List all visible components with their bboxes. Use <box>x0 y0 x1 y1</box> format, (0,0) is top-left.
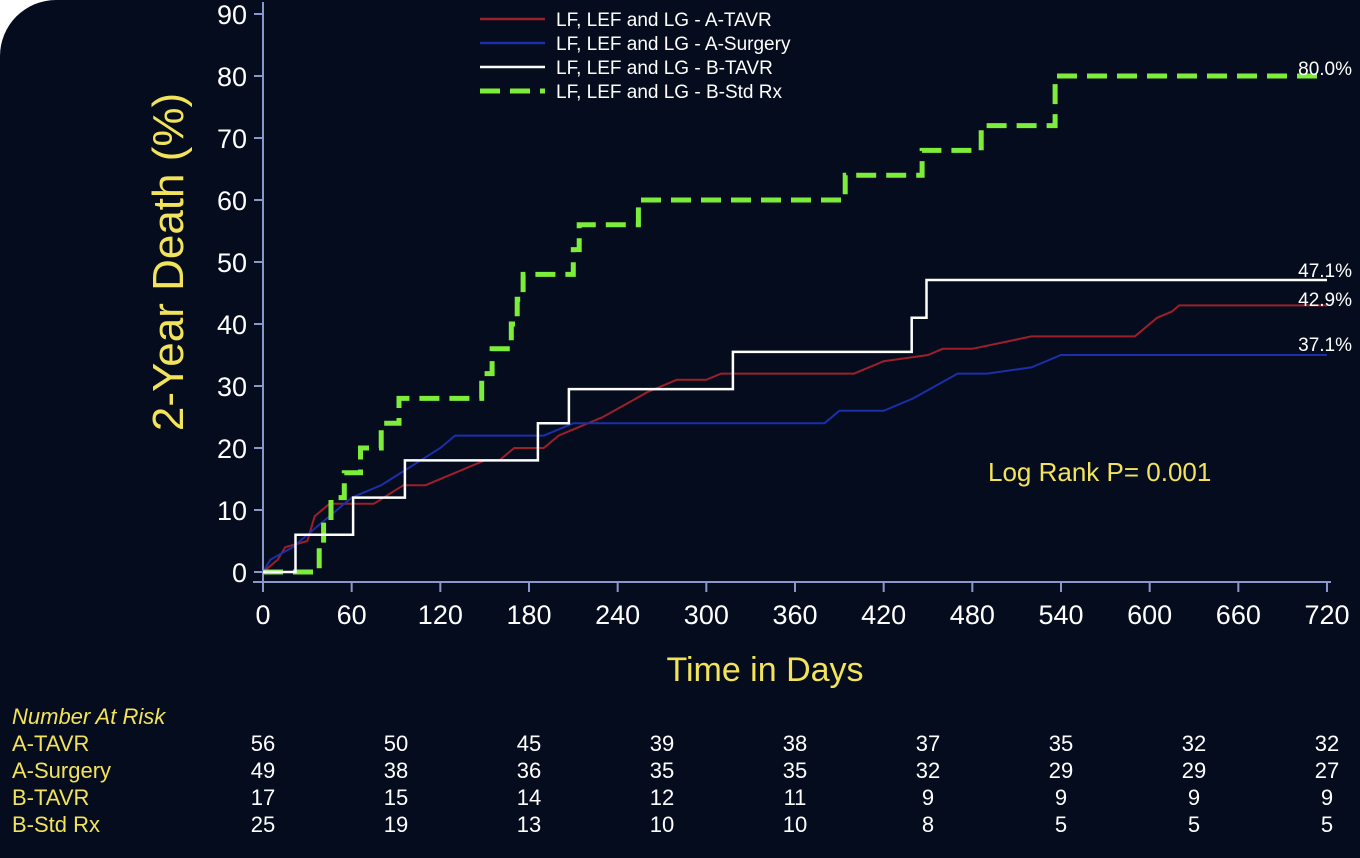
x-tick-label: 420 <box>861 600 906 630</box>
y-tick-label: 90 <box>217 0 247 30</box>
y-tick-label: 20 <box>217 434 247 464</box>
y-tick-label: 70 <box>217 124 247 154</box>
risk-cell: 29 <box>1048 758 1074 783</box>
end-value-label: 80.0% <box>1298 59 1352 80</box>
y-axis-label: 2-Year Death (%) <box>144 93 193 431</box>
series-line-2 <box>263 278 1327 574</box>
legend-entry: LF, LEF and LG - B-Std Rx <box>556 82 782 103</box>
risk-cell: 5 <box>1187 812 1201 837</box>
risk-cell: 25 <box>250 812 276 837</box>
end-value-label: 47.1% <box>1298 261 1352 282</box>
risk-cell: 12 <box>649 785 675 810</box>
y-tick-label: 80 <box>217 62 247 92</box>
x-axis-label: Time in Days <box>666 651 863 689</box>
number-at-risk-table: Number At Risk A-TAVR 56 50 45 39 38 37 35 32 32 A… <box>0 700 1360 850</box>
risk-row-label: B-TAVR <box>12 785 90 810</box>
x-tick-label: 360 <box>772 600 817 630</box>
series-lines <box>262 73 1327 575</box>
risk-cell: 5 <box>1054 812 1068 837</box>
y-tick-label: 0 <box>232 558 247 588</box>
y-tick-label: 60 <box>217 186 247 216</box>
risk-cell: 37 <box>915 731 941 756</box>
risk-cell: 35 <box>649 758 675 783</box>
legend-entry: LF, LEF and LG - B-TAVR <box>556 58 773 79</box>
risk-cell: 36 <box>516 758 542 783</box>
risk-cell: 9 <box>1054 785 1068 810</box>
risk-cell: 35 <box>1048 731 1074 756</box>
end-labels: 42.9% 37.1% 47.1% 80.0% <box>1298 59 1352 356</box>
risk-cell: 13 <box>516 812 542 837</box>
risk-cell: 38 <box>383 758 409 783</box>
series-line-1 <box>262 354 1327 573</box>
risk-cell: 32 <box>1181 731 1207 756</box>
risk-cell: 9 <box>1320 785 1334 810</box>
risk-cell: 45 <box>516 731 542 756</box>
x-tick-label: 300 <box>684 600 729 630</box>
risk-cell: 17 <box>250 785 276 810</box>
risk-cell: 32 <box>915 758 941 783</box>
risk-cell: 14 <box>516 785 542 810</box>
x-tick-label: 600 <box>1127 600 1172 630</box>
x-tick-label: 120 <box>418 600 463 630</box>
y-tick-label: 30 <box>217 372 247 402</box>
x-tick-label: 720 <box>1304 600 1349 630</box>
risk-cell: 39 <box>649 731 675 756</box>
x-tick-label: 0 <box>255 600 270 630</box>
y-tick-label: 10 <box>217 496 247 526</box>
legend: LF, LEF and LG - A-TAVR LF, LEF and LG - … <box>480 10 791 103</box>
risk-cell: 32 <box>1314 731 1340 756</box>
end-value-label: 42.9% <box>1298 290 1352 311</box>
risk-cell: 8 <box>921 812 935 837</box>
y-tick-label: 40 <box>217 310 247 340</box>
axes: 0 10 20 30 40 50 60 70 80 90 0 60 120 180 240 300 360 420… <box>217 0 1350 630</box>
risk-cell: 9 <box>921 785 935 810</box>
series-line-0 <box>262 304 1327 573</box>
log-rank-annotation: Log Rank P= 0.001 <box>988 457 1211 487</box>
risk-cell: 10 <box>782 812 808 837</box>
risk-cell: 15 <box>383 785 409 810</box>
risk-cell: 38 <box>782 731 808 756</box>
km-chart: 0 10 20 30 40 50 60 70 80 90 0 60 120 180 240 300 360 420… <box>144 0 1352 689</box>
x-tick-label: 540 <box>1038 600 1083 630</box>
legend-entry: LF, LEF and LG - A-TAVR <box>556 10 772 31</box>
risk-table-title: Number At Risk <box>12 704 166 729</box>
risk-cell: 49 <box>250 758 276 783</box>
risk-row-label: B-Std Rx <box>12 812 101 837</box>
risk-cell: 56 <box>250 731 276 756</box>
risk-cell: 11 <box>783 785 807 810</box>
x-tick-label: 240 <box>595 600 640 630</box>
x-tick-label: 480 <box>950 600 995 630</box>
risk-cell: 10 <box>649 812 675 837</box>
x-tick-label: 60 <box>337 600 367 630</box>
risk-row-label: A-TAVR <box>12 731 90 756</box>
legend-entry: LF, LEF and LG - A-Surgery <box>556 34 791 55</box>
risk-cell: 50 <box>383 731 409 756</box>
risk-cell: 9 <box>1187 785 1201 810</box>
risk-cell: 27 <box>1314 758 1340 783</box>
risk-cell: 35 <box>782 758 808 783</box>
end-value-label: 37.1% <box>1298 335 1352 356</box>
risk-cell: 19 <box>383 812 409 837</box>
x-tick-label: 660 <box>1216 600 1261 630</box>
risk-row-label: A-Surgery <box>12 758 112 783</box>
risk-cell: 5 <box>1320 812 1334 837</box>
series-line-3 <box>263 73 1327 575</box>
x-tick-label: 180 <box>506 600 551 630</box>
risk-cell: 29 <box>1181 758 1207 783</box>
y-tick-label: 50 <box>217 248 247 278</box>
